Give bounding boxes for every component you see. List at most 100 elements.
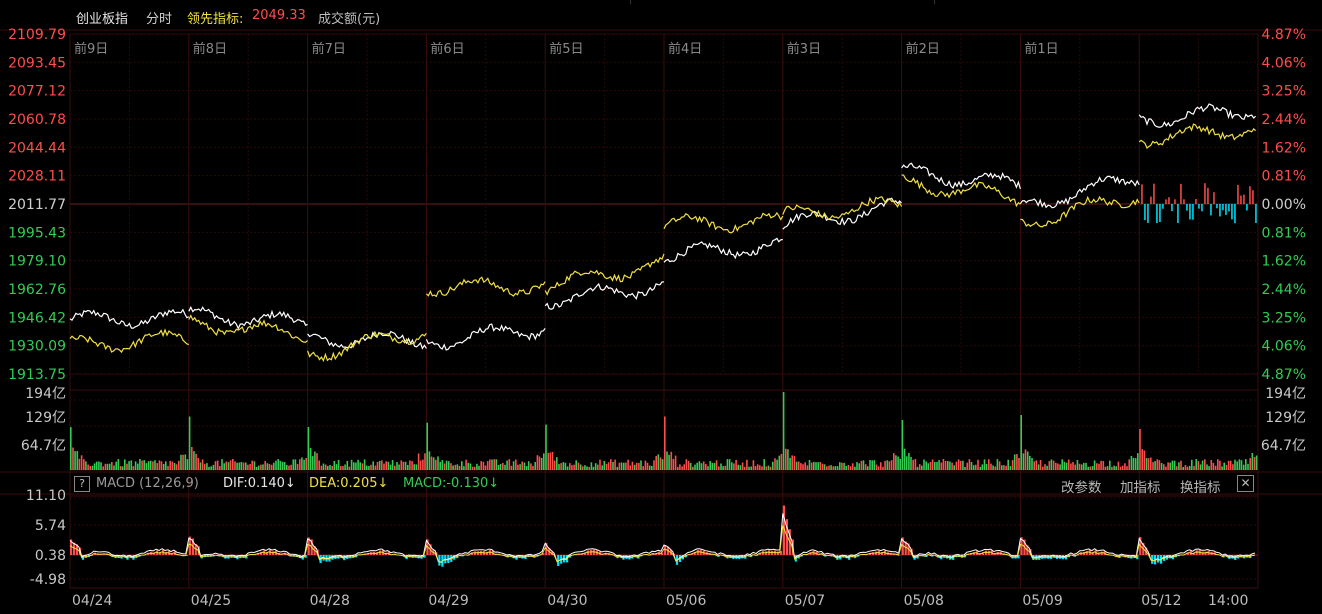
volume-bar bbox=[603, 461, 606, 470]
volume-bar bbox=[672, 458, 675, 470]
volume-bar bbox=[378, 460, 381, 470]
volume-bar bbox=[262, 464, 264, 470]
macd-histogram-bar bbox=[904, 541, 907, 555]
volume-bar bbox=[251, 460, 253, 470]
volume-bar bbox=[1232, 464, 1234, 470]
volume-bar bbox=[1050, 459, 1053, 470]
volume-bar bbox=[316, 453, 318, 470]
volume-bar bbox=[169, 460, 171, 470]
macd-histogram-bar bbox=[981, 552, 984, 555]
volume-bar bbox=[947, 461, 949, 470]
tick-bar bbox=[1234, 204, 1236, 224]
volume-bar bbox=[1251, 453, 1254, 470]
volume-bar bbox=[566, 466, 569, 470]
volume-bar bbox=[839, 462, 841, 470]
volume-bar bbox=[728, 459, 731, 470]
volume-bar bbox=[242, 462, 245, 470]
help-icon[interactable]: ? bbox=[74, 476, 90, 492]
macd-histogram-bar bbox=[693, 551, 696, 555]
macd-histogram-bar bbox=[664, 545, 667, 555]
volume-bar bbox=[156, 463, 158, 470]
volume-bar bbox=[1221, 466, 1223, 470]
volume-bar bbox=[780, 453, 783, 470]
chart-mode[interactable]: 分时 bbox=[146, 12, 173, 27]
add-indicator-button[interactable]: 加指标 bbox=[1120, 480, 1161, 496]
pct-tick-label: 0.81% bbox=[1262, 169, 1306, 185]
tick-bar bbox=[1225, 204, 1227, 215]
volume-bar bbox=[78, 458, 81, 470]
volume-bar bbox=[523, 462, 526, 470]
day-label: 前4日 bbox=[668, 41, 702, 57]
tick-bar bbox=[1186, 204, 1188, 211]
volume-bar bbox=[1158, 460, 1161, 470]
volume-bar bbox=[594, 463, 597, 470]
volume-bar bbox=[726, 459, 729, 470]
volume-bar bbox=[1169, 462, 1171, 470]
volume-bar bbox=[1219, 460, 1221, 470]
volume-bar bbox=[854, 466, 856, 470]
volume-bar bbox=[661, 459, 664, 470]
volume-bar bbox=[1124, 463, 1126, 470]
volume-bar bbox=[860, 460, 863, 470]
volume-bar bbox=[227, 462, 230, 470]
volume-bar bbox=[139, 459, 141, 470]
volume-bar bbox=[126, 463, 128, 470]
volume-bar bbox=[1167, 462, 1169, 470]
volume-bar bbox=[184, 454, 187, 470]
volume-bar bbox=[307, 426, 310, 470]
volume-bar bbox=[1236, 461, 1238, 470]
macd-histogram-bar bbox=[759, 552, 762, 555]
macd-name[interactable]: MACD (12,26,9) bbox=[96, 476, 199, 491]
price-tick-label: 1930.09 bbox=[8, 339, 66, 355]
volume-bar bbox=[344, 464, 346, 470]
volume-bar bbox=[573, 464, 575, 470]
close-icon[interactable]: ✕ bbox=[1237, 475, 1254, 492]
volume-bar bbox=[1227, 460, 1230, 470]
switch-indicator-button[interactable]: 换指标 bbox=[1180, 480, 1221, 496]
volume-bar bbox=[826, 466, 828, 470]
volume-bar bbox=[1078, 463, 1081, 470]
tick-bar bbox=[1210, 204, 1212, 216]
volume-bar bbox=[1029, 456, 1031, 470]
volume-bar bbox=[1024, 449, 1027, 470]
volume-bar bbox=[480, 461, 482, 470]
volume-bar bbox=[1052, 460, 1055, 470]
edit-params-button[interactable]: 改参数 bbox=[1061, 480, 1102, 496]
volume-bar bbox=[467, 462, 469, 470]
volume-bar bbox=[489, 459, 491, 470]
volume-bar bbox=[1009, 466, 1012, 470]
tick-bar bbox=[1162, 204, 1164, 209]
macd-histogram-bar bbox=[901, 537, 904, 555]
volume-bar bbox=[476, 463, 478, 470]
volume-bar bbox=[830, 465, 832, 470]
volume-bar bbox=[415, 464, 418, 470]
volume-bar bbox=[655, 455, 657, 470]
volume-bar bbox=[234, 461, 236, 470]
index-name[interactable]: 创业板指 bbox=[76, 12, 129, 27]
macd-histogram-bar bbox=[690, 553, 693, 555]
macd-histogram-bar bbox=[779, 550, 782, 555]
volume-bar bbox=[910, 456, 912, 470]
volume-bar bbox=[605, 464, 608, 470]
volume-bar bbox=[512, 461, 515, 470]
volume-bar bbox=[1106, 466, 1109, 470]
volume-bar bbox=[720, 463, 722, 470]
macd-histogram-bar bbox=[723, 555, 726, 556]
date-label: 05/08 bbox=[904, 593, 944, 609]
macd-histogram-bar bbox=[1136, 555, 1139, 560]
volume-bar bbox=[106, 463, 109, 470]
volume-bar bbox=[631, 461, 634, 470]
volume-bar bbox=[1223, 462, 1225, 470]
tick-bar bbox=[1147, 204, 1149, 223]
volume-bar bbox=[193, 451, 195, 470]
volume-bar bbox=[409, 460, 411, 470]
macd-histogram-bar bbox=[557, 555, 560, 566]
volume-bar bbox=[925, 461, 927, 470]
tick-bar bbox=[1252, 190, 1254, 204]
day-label: 前2日 bbox=[906, 41, 940, 57]
volume-bar bbox=[502, 463, 504, 470]
volume-bar bbox=[402, 461, 405, 470]
volume-bar bbox=[923, 459, 925, 470]
lead-indicator-line bbox=[901, 174, 1021, 208]
volume-bar bbox=[882, 466, 884, 470]
